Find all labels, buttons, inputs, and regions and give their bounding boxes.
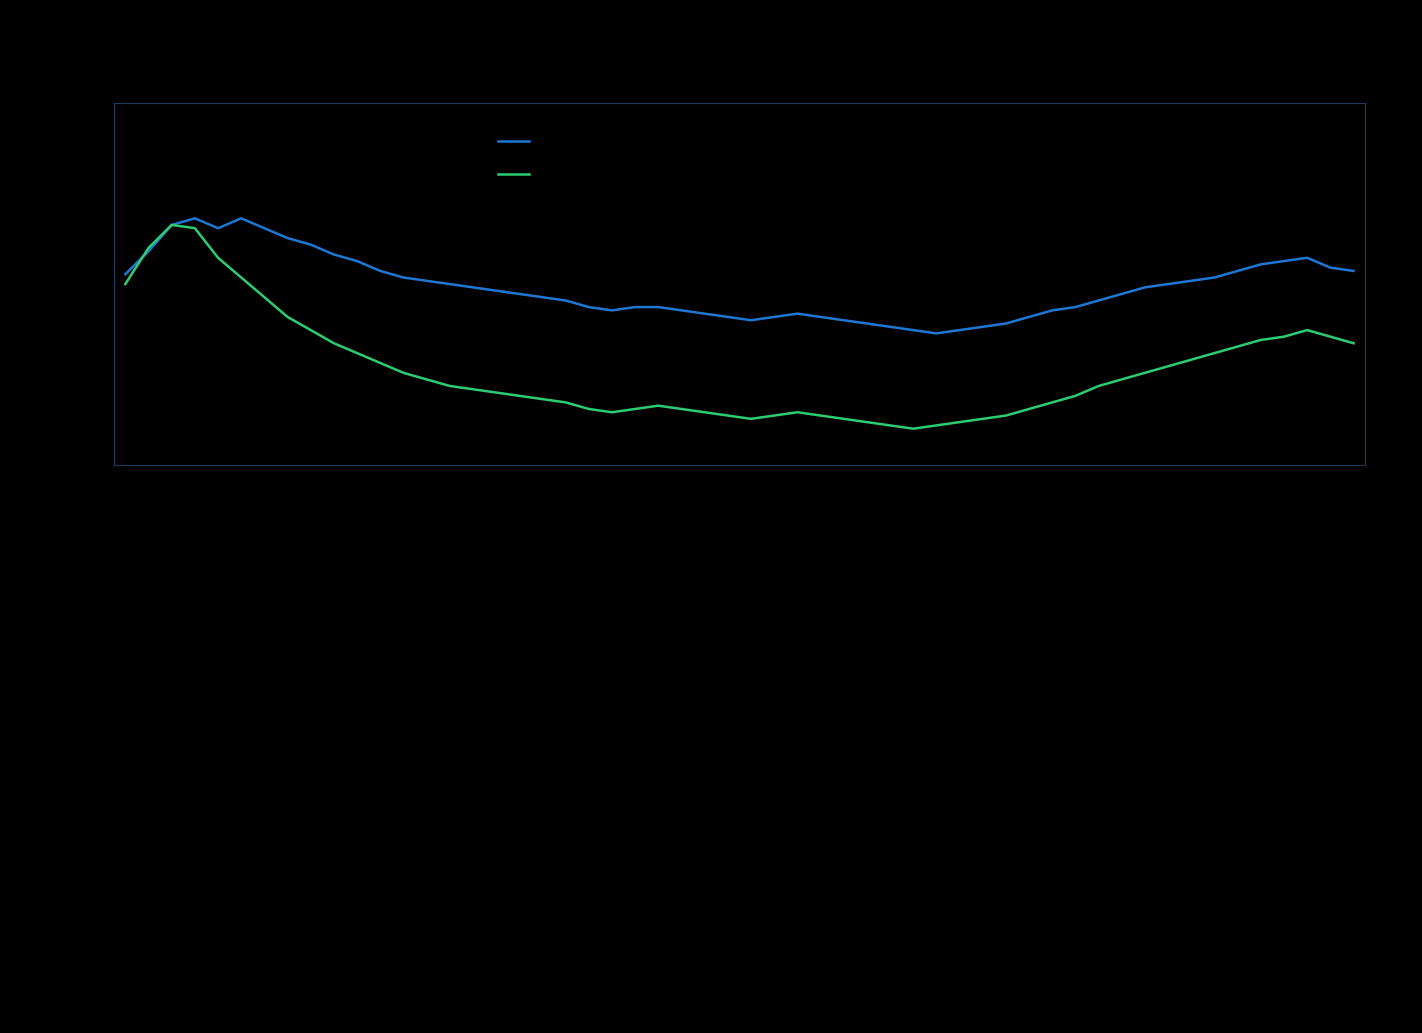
- Community Banks: [1345, 337, 1362, 349]
- Community Banks: [164, 219, 181, 231]
- All Banks: [882, 320, 899, 333]
- Community Banks: [117, 278, 134, 290]
- All Banks: [1345, 264, 1362, 277]
- Community Banks: [904, 422, 921, 435]
- All Banks: [117, 268, 134, 280]
- All Banks: [812, 311, 829, 323]
- Community Banks: [859, 416, 876, 429]
- Community Banks: [812, 409, 829, 421]
- Line: All Banks: All Banks: [125, 218, 1354, 334]
- Community Banks: [603, 406, 620, 418]
- All Banks: [859, 317, 876, 330]
- Legend: All Banks, Community Banks: All Banks, Community Banks: [486, 122, 693, 194]
- Community Banks: [348, 347, 365, 359]
- Community Banks: [882, 419, 899, 432]
- All Banks: [186, 212, 203, 224]
- All Banks: [348, 255, 365, 268]
- All Banks: [603, 304, 620, 316]
- Line: Community Banks: Community Banks: [125, 225, 1354, 429]
- All Banks: [997, 317, 1014, 330]
- All Banks: [929, 327, 946, 340]
- Community Banks: [997, 409, 1014, 421]
